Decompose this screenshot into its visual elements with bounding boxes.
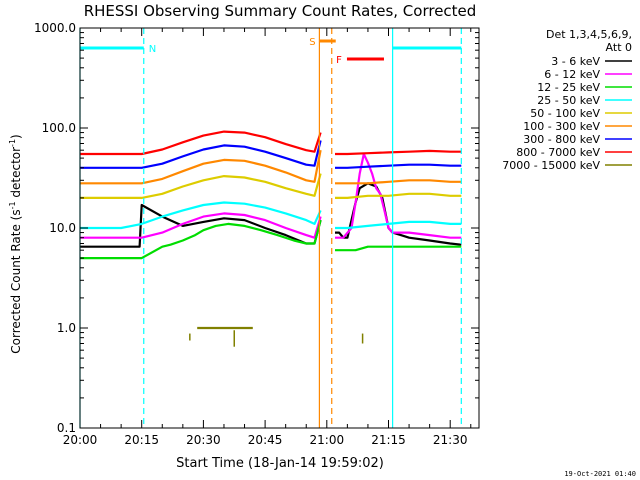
series-line: [80, 173, 322, 199]
y-axis-label-main: Corrected Count Rate (s: [9, 209, 23, 353]
y-axis-label-sup2: -1: [8, 139, 17, 147]
series-line: [335, 179, 462, 185]
y-axis-label: Corrected Count Rate (s-1 detector-1): [8, 134, 23, 353]
series-line: [335, 152, 462, 239]
series-line: [80, 212, 322, 239]
y-axis-label-end: ): [9, 134, 23, 139]
series-line: [335, 245, 462, 252]
series-group: [80, 173, 462, 199]
y-tick-label: 1000.0: [34, 21, 76, 35]
x-tick-label: 21:15: [371, 433, 406, 447]
legend-label: 50 - 100 keV: [530, 107, 600, 120]
series-line: [80, 201, 322, 230]
x-tick-label: 21:30: [433, 433, 468, 447]
legend-subtitle: Att 0: [606, 41, 632, 54]
legend-label: 3 - 6 keV: [551, 55, 600, 68]
series-line: [80, 203, 322, 248]
x-tick-label: 20:45: [248, 433, 283, 447]
series-group: [80, 201, 462, 230]
y-tick-label: 10.0: [49, 221, 76, 235]
night-bar-label: N: [149, 44, 156, 55]
y-axis-label-mid: detector: [9, 147, 23, 202]
series-line: [335, 149, 462, 156]
series-group: [80, 152, 462, 239]
axes: 0.1 1.0 10.0 100.0 1000.0 20:00 20:15 20:30 20:4…: [34, 21, 480, 447]
series-group: [80, 219, 462, 260]
legend-label: 12 - 25 keV: [537, 81, 600, 94]
flare-label: F: [336, 55, 342, 66]
x-axis-label: Start Time (18-Jan-14 19:59:02): [176, 456, 384, 471]
x-tick-label: 20:00: [63, 433, 98, 447]
legend-label: 800 - 7000 keV: [516, 146, 600, 159]
y-tick-label: 100.0: [42, 121, 76, 135]
series-layer: [80, 130, 462, 347]
x-tick-label: 20:15: [124, 433, 159, 447]
legend-label: 6 - 12 keV: [544, 68, 600, 81]
y-tick-label: 0.1: [57, 421, 76, 435]
x-tick-label: 20:30: [186, 433, 221, 447]
series-line: [80, 219, 322, 260]
x-tick-label: 21:00: [310, 433, 345, 447]
legend-label: 300 - 800 keV: [523, 133, 600, 146]
chart-title: RHESSI Observing Summary Count Rates, Co…: [84, 2, 477, 20]
series-group: [80, 149, 462, 185]
series-group: [80, 140, 462, 169]
series-line: [80, 140, 322, 169]
y-tick-label: 1.0: [57, 321, 76, 335]
series-line: [335, 192, 462, 199]
series-line: [80, 149, 322, 185]
date-stamp: 19-Oct-2021 01:40: [564, 470, 636, 478]
series-line: [335, 220, 462, 230]
y-axis-label-sup1: -1: [8, 201, 17, 209]
legend-label: 100 - 300 keV: [523, 120, 600, 133]
series-group: [80, 130, 462, 156]
saa-label: S: [309, 37, 315, 48]
series-line: [335, 163, 462, 169]
legend-title: Det 1,3,4,5,6,9,: [546, 28, 632, 41]
series-line: [80, 130, 322, 156]
legend-label: 25 - 50 keV: [537, 94, 600, 107]
legend-label: 7000 - 15000 keV: [502, 159, 600, 172]
